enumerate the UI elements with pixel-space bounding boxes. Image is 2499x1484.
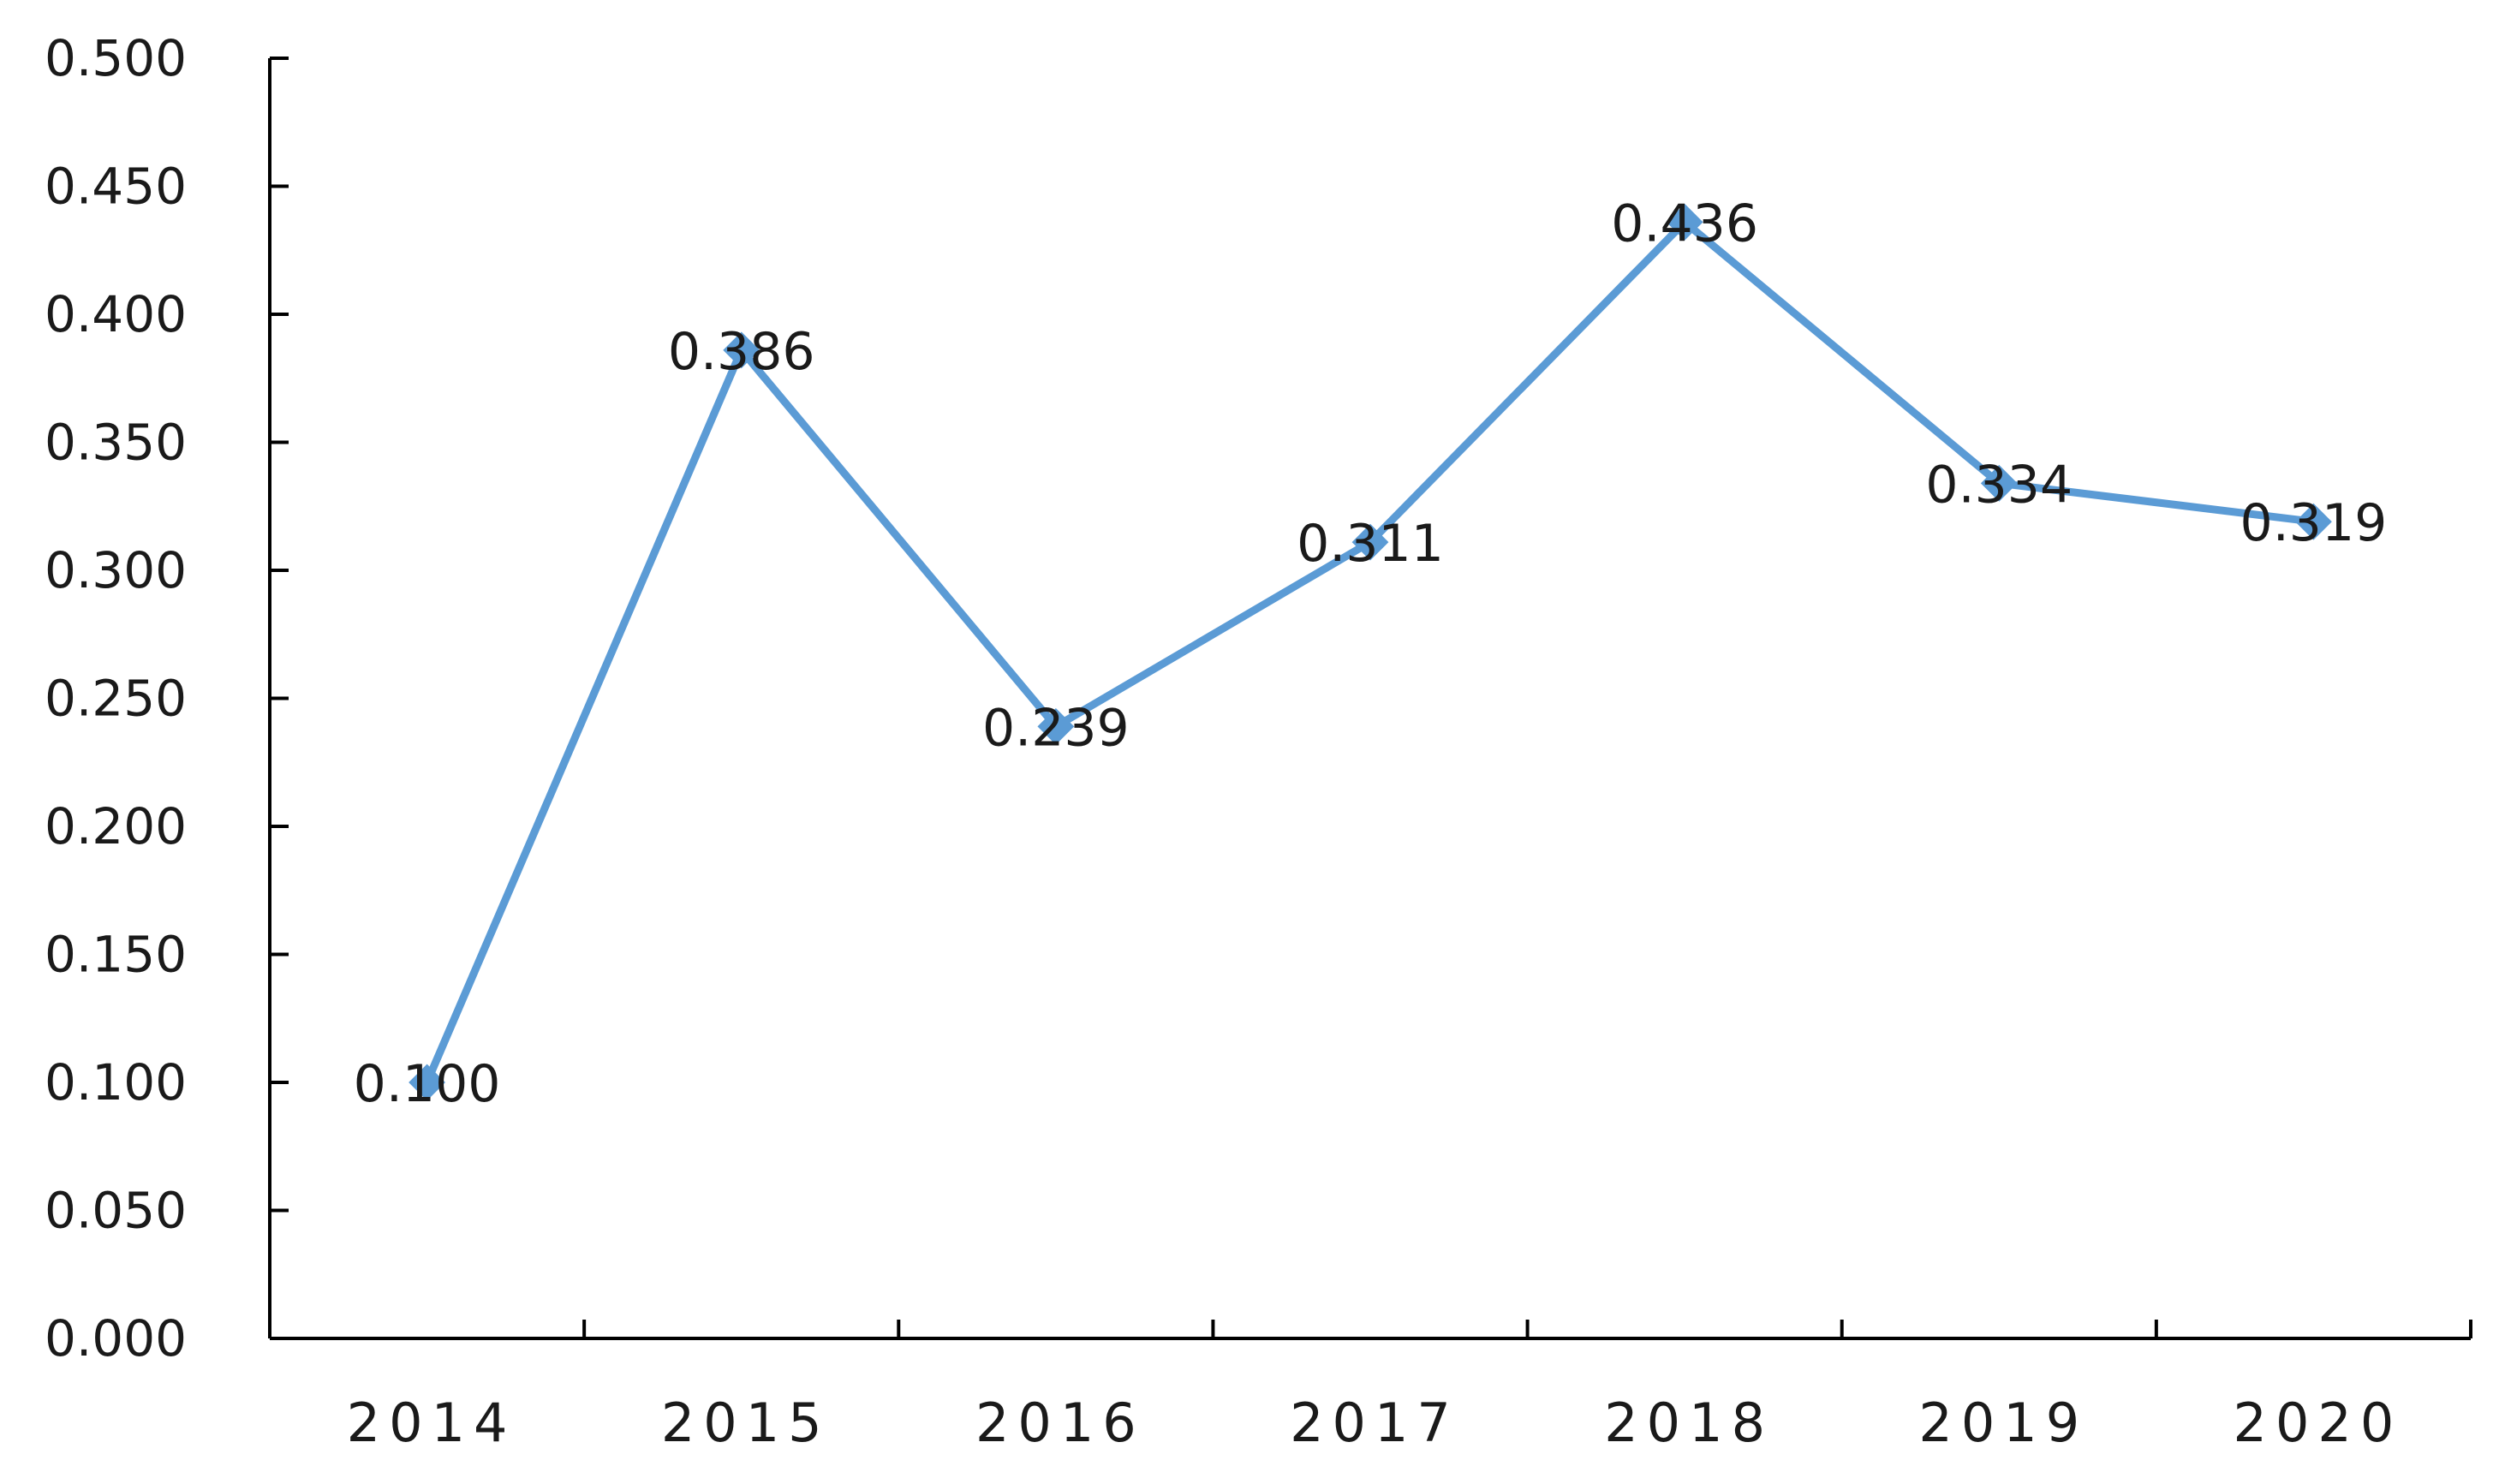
data-point bbox=[1351, 523, 1389, 561]
data-label: 0.334 bbox=[1925, 455, 2073, 515]
x-tick-label: 2017 bbox=[1290, 1392, 1459, 1454]
series-layer: 0.100 0.386 0.239 0.311 0.436 0.334 0.319 bbox=[354, 194, 2388, 1114]
data-point bbox=[1666, 203, 1703, 241]
data-label: 0.311 bbox=[1297, 514, 1444, 574]
y-tick-label: 0.300 bbox=[45, 541, 187, 599]
x-tick-label: 2020 bbox=[2234, 1392, 2403, 1454]
x-tick-label: 2015 bbox=[661, 1392, 831, 1454]
y-tick-label: 0.200 bbox=[45, 797, 187, 855]
data-point bbox=[1980, 464, 2018, 502]
data-label: 0.100 bbox=[354, 1054, 501, 1114]
y-tick-label: 0.000 bbox=[45, 1309, 187, 1368]
y-tick-label: 0.450 bbox=[45, 158, 187, 216]
data-label: 0.319 bbox=[2240, 493, 2388, 553]
x-tick-label: 2014 bbox=[347, 1392, 516, 1454]
x-tick-label: 2016 bbox=[975, 1392, 1145, 1454]
y-tick-label: 0.100 bbox=[45, 1053, 187, 1112]
data-point bbox=[1037, 707, 1075, 745]
y-tick-label: 0.350 bbox=[45, 414, 187, 472]
data-point bbox=[2295, 503, 2332, 540]
y-axis: 0.000 0.050 0.100 0.150 0.200 0.250 0.300 0.350… bbox=[45, 29, 289, 1368]
data-point bbox=[409, 1064, 445, 1101]
y-tick-label: 0.250 bbox=[45, 670, 187, 728]
y-tick-label: 0.050 bbox=[45, 1182, 187, 1240]
data-label: 0.386 bbox=[668, 322, 815, 382]
data-label: 0.436 bbox=[1611, 194, 1758, 253]
x-tick-label: 2019 bbox=[1918, 1392, 2088, 1454]
x-axis: 2014 2015 2016 2017 2018 2019 2020 bbox=[270, 1320, 2472, 1454]
y-tick-label: 0.150 bbox=[45, 926, 187, 984]
data-point bbox=[723, 331, 760, 369]
data-label: 0.239 bbox=[982, 698, 1130, 758]
x-tick-label: 2018 bbox=[1604, 1392, 1774, 1454]
y-tick-label: 0.400 bbox=[45, 285, 187, 343]
y-tick-label: 0.500 bbox=[45, 29, 187, 87]
